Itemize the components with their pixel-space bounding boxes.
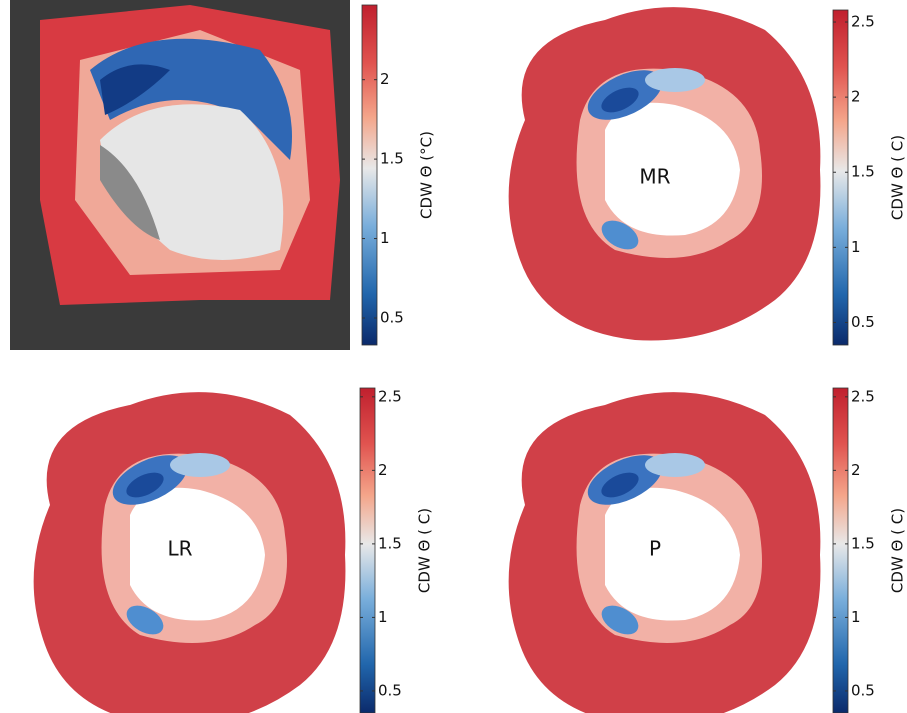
colorbar	[832, 387, 849, 713]
colorbar-label: CDW Θ ( C)	[889, 135, 907, 220]
panel-label: MR	[639, 165, 670, 189]
colorbar	[832, 9, 849, 346]
tick-label: 2.5	[378, 387, 402, 405]
tick-label: 2	[851, 461, 861, 479]
tick-label: 2.5	[851, 13, 875, 31]
tick-label: 2	[380, 70, 390, 88]
colorbar-label: CDW Θ ( C)	[889, 508, 907, 593]
colorbar	[359, 387, 376, 713]
panel-label: LR	[167, 537, 192, 561]
tick-label: 0.5	[851, 313, 875, 331]
tick-label: 1	[851, 608, 861, 626]
tick-label: 2	[851, 88, 861, 106]
tick-label: 0.5	[851, 681, 875, 699]
tick-label: 0.5	[378, 681, 402, 699]
colorbar	[361, 4, 378, 346]
tick-label: 1	[378, 608, 388, 626]
tick-label: 1.5	[378, 534, 402, 552]
map-panel-1	[10, 0, 350, 350]
tick-label: 1.5	[851, 163, 875, 181]
tick-label: 1	[380, 229, 390, 247]
tick-label: 1.5	[380, 150, 404, 168]
tick-label: 2	[378, 461, 388, 479]
colorbar-label: CDW Θ (°C)	[418, 131, 436, 219]
colorbar-label: CDW Θ ( C)	[416, 508, 434, 593]
tick-label: 2.5	[851, 387, 875, 405]
tick-label: 1.5	[851, 534, 875, 552]
panel-label: P	[649, 537, 661, 561]
tick-label: 1	[851, 238, 861, 256]
tick-label: 0.5	[380, 308, 404, 326]
